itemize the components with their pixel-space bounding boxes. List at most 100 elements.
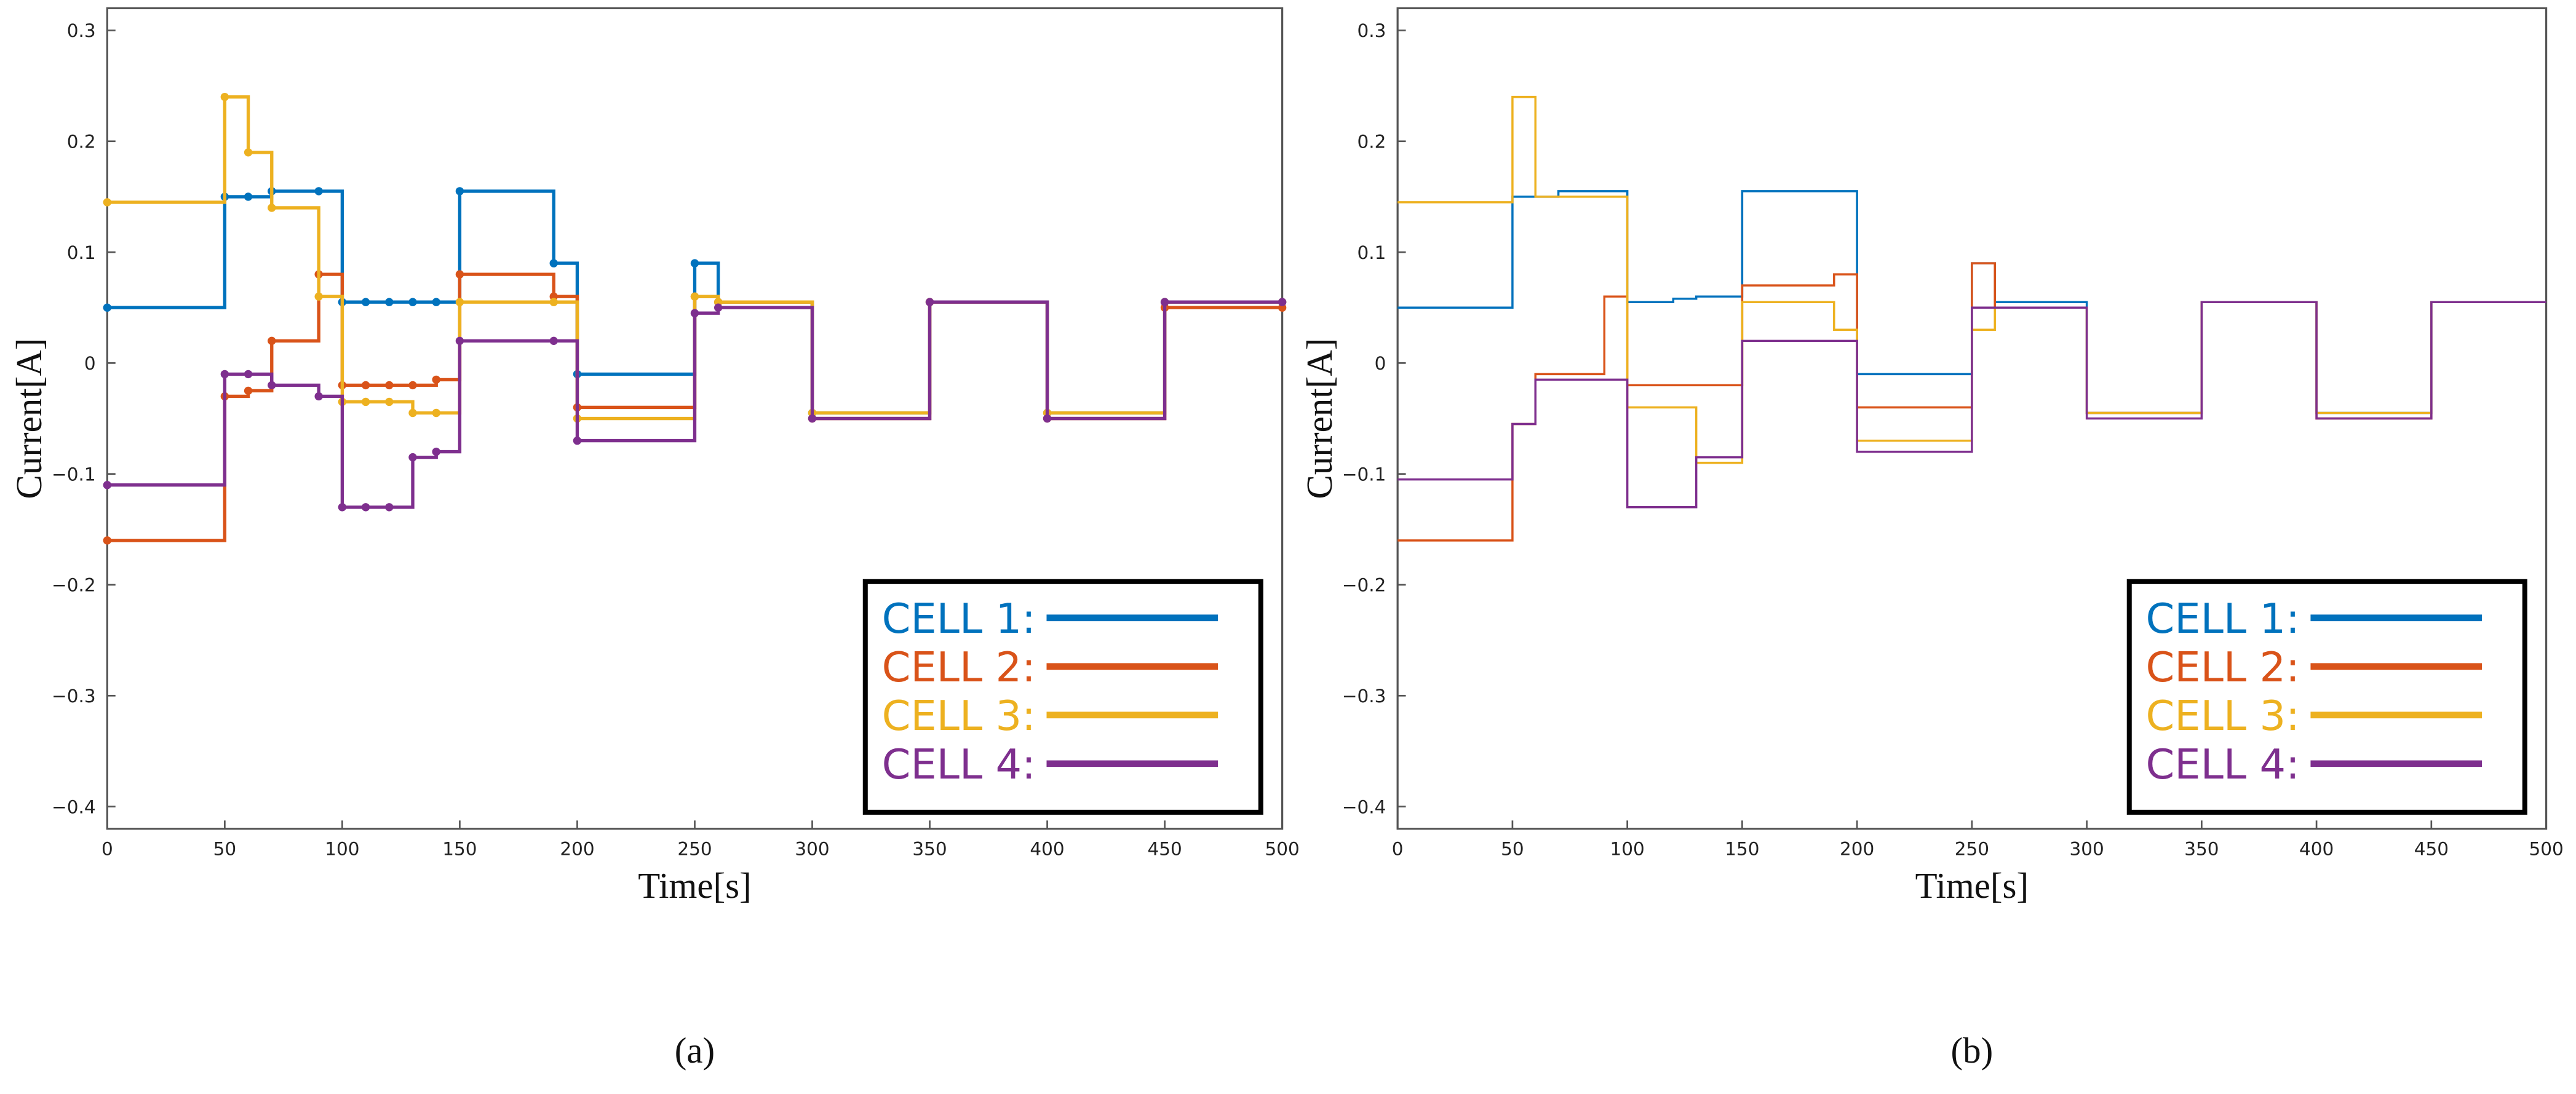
caption: (b) (1951, 1030, 1994, 1071)
series-marker (314, 187, 323, 196)
series-line (1397, 301, 2546, 509)
series-marker (103, 481, 112, 490)
series-marker (408, 408, 417, 418)
series-marker (385, 381, 394, 390)
legend-label: CELL 4: (882, 740, 1036, 788)
legend-label: CELL 1: (2146, 595, 2300, 643)
y-tick-label: −0.4 (52, 796, 96, 817)
series-marker (690, 292, 699, 301)
series-marker (220, 92, 229, 101)
legend-label: CELL 3: (882, 692, 1036, 740)
series-marker (808, 414, 817, 423)
series-marker (925, 298, 934, 306)
x-tick-label: 250 (677, 839, 712, 860)
y-tick-label: 0 (1375, 353, 1386, 374)
legend-label: CELL 3: (2146, 692, 2300, 740)
series-marker (432, 298, 440, 306)
series-marker (1160, 298, 1169, 306)
x-tick-label: 350 (2184, 839, 2219, 860)
series-marker (103, 536, 112, 545)
x-tick-label: 150 (442, 839, 477, 860)
series-marker (361, 381, 370, 390)
y-tick-label: −0.2 (1342, 575, 1386, 596)
x-tick-label: 100 (1610, 839, 1645, 860)
series-marker (220, 370, 229, 379)
x-axis-label: Time[s] (1915, 865, 2029, 906)
series-marker (385, 397, 394, 406)
y-tick-label: −0.1 (1342, 464, 1386, 485)
y-tick-label: 0.1 (1358, 242, 1386, 263)
x-tick-label: 200 (560, 839, 594, 860)
y-tick-label: −0.4 (1342, 796, 1386, 817)
x-tick-label: 500 (1265, 839, 1299, 860)
series-marker (549, 259, 558, 268)
series-marker (103, 303, 112, 312)
caption: (a) (675, 1030, 715, 1071)
x-axis-label: Time[s] (638, 865, 752, 906)
series-marker (268, 204, 276, 212)
series-marker (314, 392, 323, 401)
y-axis-label: Current[A] (1299, 338, 1340, 499)
y-axis-label: Current[A] (9, 338, 49, 499)
x-tick-label: 0 (101, 839, 113, 860)
x-tick-label: 50 (213, 839, 237, 860)
x-tick-label: 0 (1392, 839, 1404, 860)
series-marker (361, 298, 370, 306)
y-tick-label: 0.2 (1358, 131, 1386, 152)
series-marker (1043, 414, 1052, 423)
series-marker (432, 408, 440, 418)
legend-label: CELL 1: (882, 595, 1036, 643)
series-marker (690, 259, 699, 268)
x-tick-label: 150 (1725, 839, 1759, 860)
series-marker (244, 386, 253, 395)
series-marker (455, 187, 464, 196)
y-tick-label: 0.3 (67, 20, 96, 41)
x-tick-label: 450 (1147, 839, 1182, 860)
series-marker (455, 336, 464, 346)
y-tick-label: −0.3 (1342, 686, 1386, 707)
x-tick-label: 250 (1955, 839, 1989, 860)
x-tick-label: 500 (2529, 839, 2563, 860)
x-tick-label: 400 (1030, 839, 1064, 860)
series-line (107, 300, 1282, 509)
series-marker (338, 503, 347, 512)
x-tick-label: 450 (2414, 839, 2449, 860)
y-tick-label: −0.2 (52, 575, 96, 596)
panel: 0 50 100 150 200 250 300 350 400 450 500 −0.4 −0.3 −0… (1299, 7, 2564, 1071)
series-marker (244, 192, 253, 201)
y-tick-label: 0.3 (1358, 20, 1386, 41)
series-marker (385, 503, 394, 512)
series-marker (573, 436, 582, 445)
series-marker (714, 303, 723, 312)
y-tick-label: 0.2 (67, 131, 96, 152)
series-marker (314, 292, 323, 301)
series-marker (361, 503, 370, 512)
series-marker (268, 381, 276, 390)
legend-label: CELL 2: (2146, 643, 2300, 691)
series-marker (690, 309, 699, 317)
series-marker (455, 298, 464, 306)
series-marker (361, 397, 370, 406)
series-marker (103, 198, 112, 207)
legend-label: CELL 4: (2146, 740, 2300, 788)
x-tick-label: 50 (1501, 839, 1524, 860)
y-tick-label: 0.1 (67, 242, 96, 263)
legend-label: CELL 2: (882, 643, 1036, 691)
x-tick-label: 100 (325, 839, 359, 860)
series-marker (385, 298, 394, 306)
series-marker (549, 298, 558, 306)
y-tick-label: −0.3 (52, 686, 96, 707)
y-tick-label: 0 (84, 353, 96, 374)
series-marker (244, 370, 253, 379)
panel: 0 50 100 150 200 250 300 350 400 450 500 −0.4 −0.3 −0… (9, 7, 1300, 1071)
y-tick-label: −0.1 (52, 464, 96, 485)
series-marker (268, 336, 276, 346)
x-tick-label: 400 (2299, 839, 2334, 860)
x-tick-label: 200 (1840, 839, 1874, 860)
series-marker (408, 381, 417, 390)
x-tick-label: 350 (912, 839, 947, 860)
series-marker (244, 148, 253, 157)
series-marker (408, 453, 417, 462)
